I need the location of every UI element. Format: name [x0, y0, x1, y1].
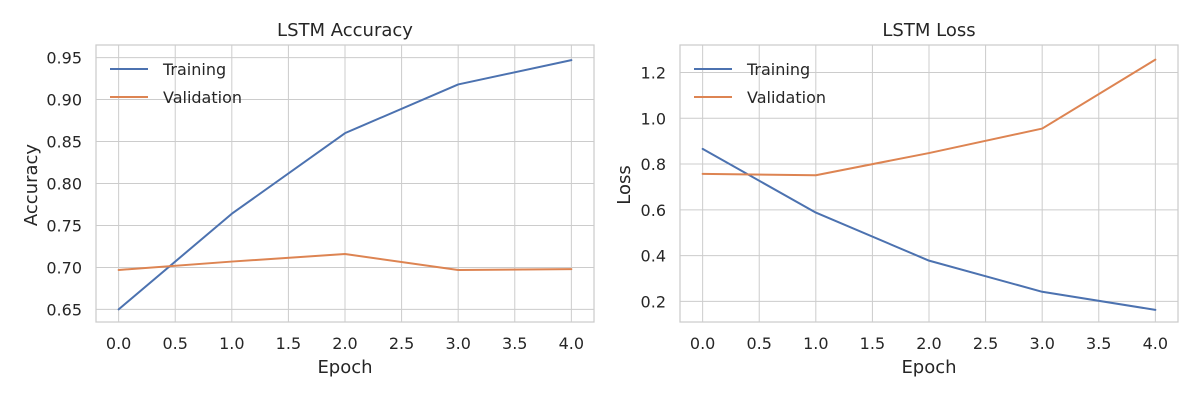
loss-x-tick-label: 0.0: [690, 334, 715, 353]
accuracy-training-line: [117, 59, 573, 311]
loss-plot-area: [701, 58, 1157, 311]
loss-y-axis-label: Loss: [614, 165, 635, 204]
accuracy-x-tick-label: 4.0: [559, 334, 584, 353]
accuracy-y-axis-label: Accuracy: [21, 144, 42, 227]
accuracy-chart: 0.0 0.5 1.0 1.5 2.0 2.5 3.0 3.5 4.0 0.65 0.70 0.75 0…: [21, 20, 595, 378]
accuracy-x-axis-label: Epoch: [317, 357, 372, 378]
accuracy-y-tick-label: 0.65: [46, 300, 82, 319]
accuracy-x-tick-label: 0.0: [106, 334, 131, 353]
loss-x-axis-label: Epoch: [901, 357, 956, 378]
accuracy-chart-title: LSTM Accuracy: [277, 20, 413, 41]
accuracy-y-tick-label: 0.80: [46, 175, 82, 194]
accuracy-grid: 0.0 0.5 1.0 1.5 2.0 2.5 3.0 3.5 4.0 0.65 0.70 0.75 0…: [46, 44, 595, 353]
accuracy-plot-area: [117, 59, 573, 311]
accuracy-validation-line: [117, 253, 573, 271]
loss-x-tick-label: 3.0: [1029, 334, 1054, 353]
accuracy-y-tick-label: 0.85: [46, 133, 82, 152]
loss-y-tick-label: 1.0: [641, 109, 666, 128]
loss-y-tick-label: 1.2: [641, 63, 666, 82]
loss-x-tick-label: 0.5: [747, 334, 772, 353]
loss-legend-validation-label: Validation: [747, 88, 826, 107]
accuracy-x-tick-label: 1.0: [219, 334, 244, 353]
loss-x-tick-label: 2.0: [916, 334, 941, 353]
accuracy-y-tick-label: 0.90: [46, 91, 82, 110]
accuracy-legend-validation-label: Validation: [163, 88, 242, 107]
accuracy-y-tick-label: 0.75: [46, 216, 82, 235]
accuracy-x-tick-label: 3.5: [502, 334, 527, 353]
accuracy-plot-frame: [95, 44, 595, 323]
accuracy-x-tick-label: 0.5: [163, 334, 188, 353]
loss-y-tick-label: 0.4: [641, 247, 666, 266]
accuracy-y-tick-label: 0.95: [46, 49, 82, 68]
loss-y-tick-label: 0.6: [641, 201, 666, 220]
loss-chart: 0.0 0.5 1.0 1.5 2.0 2.5 3.0 3.5 4.0 0.2 0.4 0.6 0.8 1…: [614, 20, 1179, 378]
loss-plot-frame: [679, 44, 1179, 323]
loss-legend: Training Validation: [694, 60, 826, 107]
loss-y-tick-label: 0.8: [641, 155, 666, 174]
accuracy-legend-training-label: Training: [162, 60, 226, 79]
loss-validation-line: [701, 58, 1157, 177]
accuracy-legend: Training Validation: [110, 60, 242, 107]
accuracy-x-tick-label: 3.0: [445, 334, 470, 353]
accuracy-x-tick-label: 2.5: [389, 334, 414, 353]
accuracy-x-tick-label: 2.0: [332, 334, 357, 353]
accuracy-x-tick-label: 1.5: [276, 334, 301, 353]
loss-y-tick-label: 0.2: [641, 292, 666, 311]
accuracy-y-tick-label: 0.70: [46, 258, 82, 277]
loss-x-tick-label: 2.5: [973, 334, 998, 353]
loss-training-line: [701, 147, 1157, 311]
loss-x-tick-label: 1.5: [860, 334, 885, 353]
loss-x-tick-label: 3.5: [1086, 334, 1111, 353]
loss-chart-title: LSTM Loss: [882, 20, 975, 41]
loss-legend-training-label: Training: [746, 60, 810, 79]
loss-x-tick-label: 1.0: [803, 334, 828, 353]
loss-x-tick-label: 4.0: [1143, 334, 1168, 353]
loss-grid: 0.0 0.5 1.0 1.5 2.0 2.5 3.0 3.5 4.0 0.2 0.4 0.6 0.8 1…: [641, 44, 1179, 353]
